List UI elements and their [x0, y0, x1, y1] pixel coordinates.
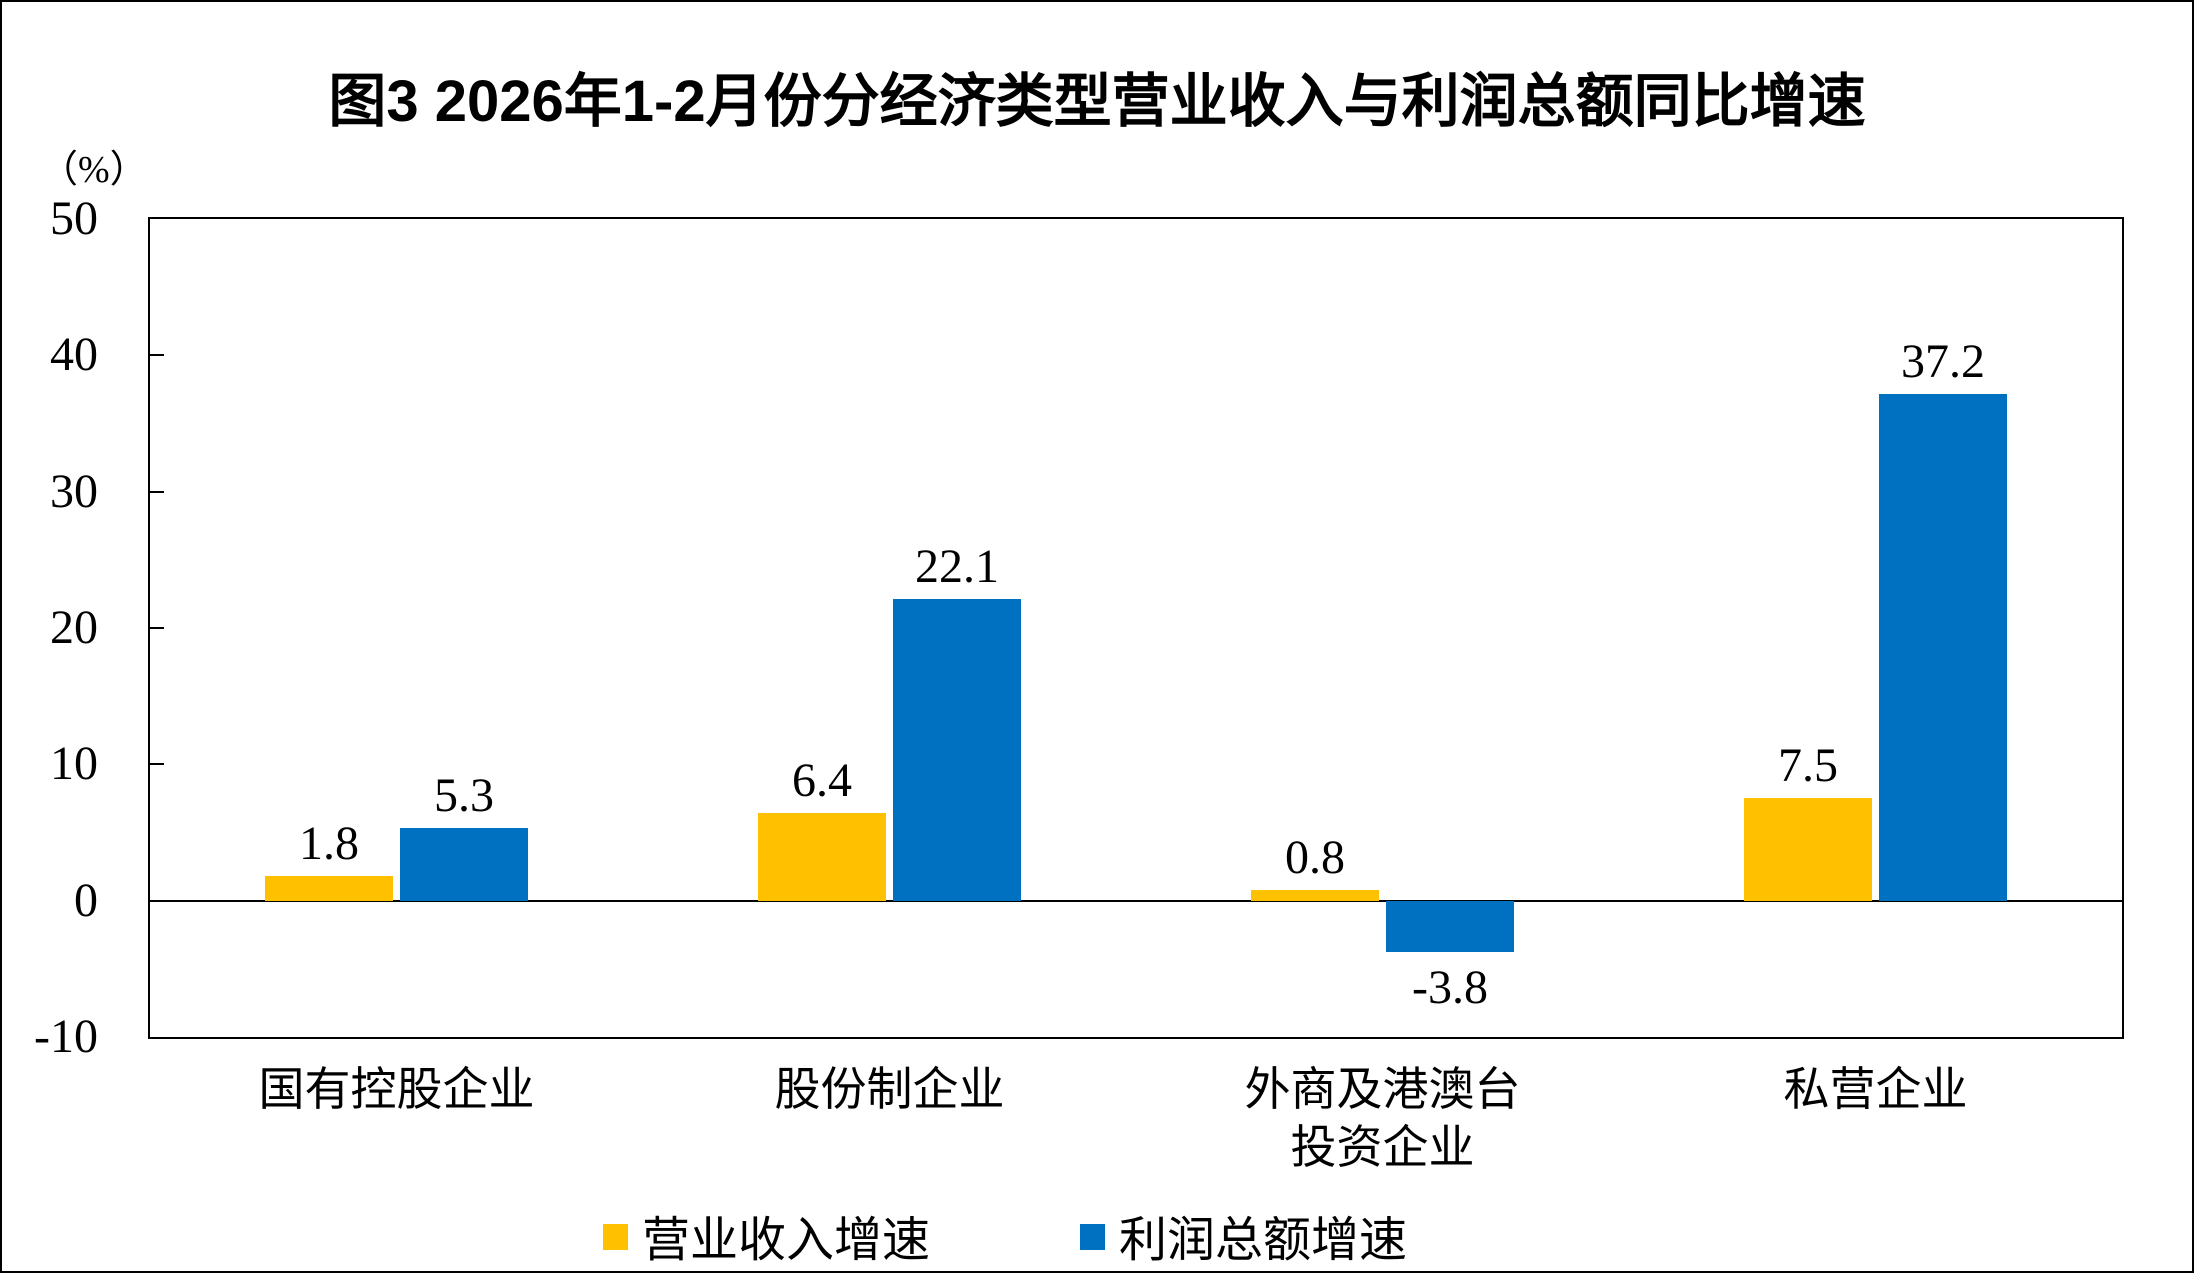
- x-category-label-line: 外商及港澳台: [1244, 1064, 1521, 1115]
- bar-value-label: 22.1: [915, 540, 999, 594]
- bar-revenue-cat2: [758, 813, 886, 901]
- plot-area: 1.8 6.4 0.8 7.5 5.3 22.1 -3.8 37.2: [148, 217, 2124, 1039]
- bar-revenue-cat1: [265, 876, 393, 901]
- bar-profit-cat2: [893, 599, 1021, 901]
- y-tick-label: 10: [50, 737, 98, 791]
- x-category-label: 国有控股企业: [150, 1061, 643, 1119]
- bar-value-label: 5.3: [434, 769, 494, 823]
- bar-value-label: 6.4: [792, 754, 852, 808]
- y-tick-mark: [150, 763, 164, 766]
- x-category-label: 股份制企业: [643, 1061, 1136, 1119]
- bar-profit-cat3: [1386, 900, 1514, 953]
- y-tick-label: 30: [50, 464, 98, 518]
- y-tick-mark: [150, 354, 164, 357]
- legend-label-revenue-growth: 营业收入增速: [641, 1214, 930, 1267]
- y-tick-label: 20: [50, 601, 98, 654]
- x-category-label-line: 私营企业: [1783, 1064, 1968, 1115]
- y-tick-label: 50: [50, 192, 98, 245]
- x-category-label: 私营企业: [1629, 1061, 2122, 1119]
- y-tick-label: 0: [74, 873, 98, 927]
- bar-revenue-cat3: [1251, 889, 1379, 901]
- revenue-growth-swatch-icon: [602, 1224, 628, 1250]
- legend-item-profit-growth: 利润总额增速: [1080, 1200, 1407, 1270]
- y-tick-mark: [150, 490, 164, 493]
- legend-item-revenue-growth: 营业收入增速: [602, 1200, 930, 1270]
- chart-title: 图3 2026年1-2月份分经济类型营业收入与利润总额同比增速: [328, 69, 1866, 134]
- y-tick-label: 40: [50, 328, 98, 382]
- x-category-label: 外商及港澳台 投资企业: [1136, 1061, 1629, 1177]
- bar-revenue-cat4: [1744, 798, 1872, 901]
- profit-growth-swatch-icon: [1080, 1224, 1105, 1250]
- bar-value-label: 37.2: [1901, 334, 1985, 388]
- legend-label-profit-growth: 利润总额增速: [1119, 1214, 1408, 1267]
- y-tick-label: -10: [34, 1010, 98, 1063]
- zero-baseline: [150, 899, 2122, 902]
- bar-value-label: -3.8: [1412, 961, 1488, 1015]
- y-tick-mark: [150, 627, 164, 629]
- bar-profit-cat1: [400, 828, 528, 901]
- x-category-label-line: 股份制企业: [774, 1064, 1005, 1115]
- y-axis-unit-label: （%）: [40, 149, 148, 191]
- bar-profit-cat4: [1879, 393, 2007, 901]
- bar-value-label: 1.8: [299, 817, 359, 871]
- bar-value-label: 7.5: [1778, 739, 1838, 793]
- x-category-label-line: 投资企业: [1290, 1122, 1475, 1173]
- x-category-label-line: 国有控股企业: [258, 1064, 535, 1115]
- legend: 营业收入增速 利润总额增速: [2, 1200, 2100, 1270]
- bar-value-label: 0.8: [1285, 830, 1345, 884]
